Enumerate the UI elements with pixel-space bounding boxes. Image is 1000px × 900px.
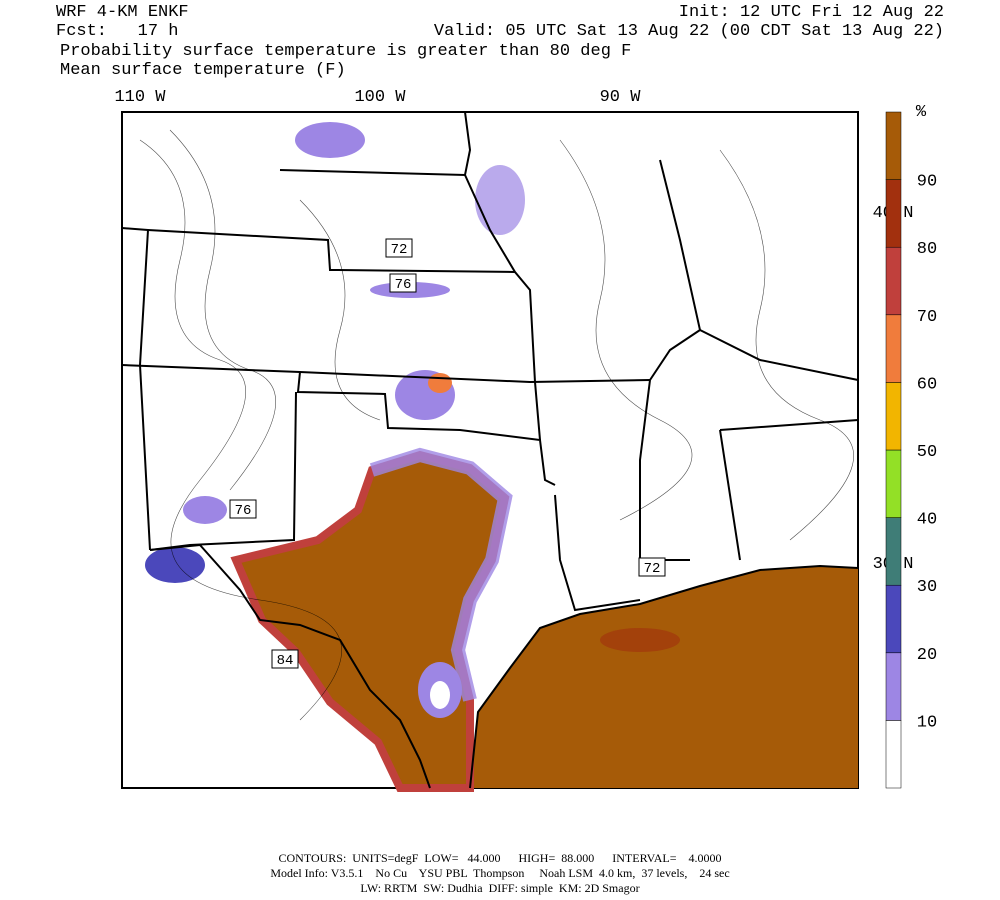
contour-label: 72 bbox=[391, 242, 408, 258]
colorbar-label: 70 bbox=[917, 308, 937, 327]
contour-line bbox=[559, 139, 693, 521]
state-border bbox=[121, 364, 651, 384]
contour-label: 84 bbox=[277, 653, 294, 669]
physics-info: LW: RRTM SW: Dudhia DIFF: simple KM: 2D … bbox=[360, 881, 640, 895]
state-border bbox=[464, 174, 541, 441]
probability-field bbox=[145, 122, 858, 792]
colorbar-swatch bbox=[885, 517, 902, 586]
contour-label: 76 bbox=[395, 277, 412, 293]
colorbar-label: 60 bbox=[917, 375, 937, 394]
longitude-label: 90 W bbox=[600, 88, 642, 107]
colorbar-label: 90 bbox=[917, 173, 937, 192]
colorbar-label: 10 bbox=[917, 713, 937, 732]
field-patch bbox=[295, 122, 365, 158]
gulf-region bbox=[470, 566, 858, 788]
field-patch bbox=[475, 165, 525, 235]
colorbar-label: 20 bbox=[917, 646, 937, 665]
longitude-label: 100 W bbox=[354, 88, 406, 107]
colorbar-label: 80 bbox=[917, 240, 937, 259]
field-patch bbox=[183, 496, 227, 524]
temperature-contours bbox=[139, 129, 854, 721]
field-description: Mean surface temperature (F) bbox=[60, 61, 346, 80]
contour-line bbox=[299, 199, 381, 421]
colorbar-swatch bbox=[885, 179, 902, 248]
colorbar-label: 40 bbox=[917, 511, 937, 530]
state-border bbox=[554, 494, 641, 612]
coastline bbox=[469, 564, 859, 789]
field-patch bbox=[600, 628, 680, 652]
contour-line bbox=[139, 139, 342, 721]
contour-label-box bbox=[271, 649, 299, 669]
init-time: Init: 12 UTC Fri 12 Aug 22 bbox=[678, 3, 944, 22]
colorbar-swatch bbox=[885, 584, 902, 654]
valid-time: Valid: 05 UTC Sat 13 Aug 22 (00 CDT Sat … bbox=[433, 22, 944, 41]
colorbar-unit: % bbox=[916, 103, 927, 122]
contour-label: 76 bbox=[235, 503, 252, 519]
field-patch bbox=[430, 681, 450, 709]
colorbar-swatch bbox=[885, 720, 902, 789]
field-description: Probability surface temperature is great… bbox=[60, 42, 632, 61]
state-border bbox=[138, 229, 151, 551]
field-patch bbox=[428, 373, 452, 393]
contour-label-box bbox=[229, 499, 257, 519]
contour-info: CONTOURS: UNITS=degF LOW= 44.000 HIGH= 8… bbox=[278, 851, 722, 865]
field-patch bbox=[145, 547, 205, 583]
state-border bbox=[699, 329, 859, 381]
state-border bbox=[719, 429, 741, 561]
country-border bbox=[149, 543, 431, 789]
contour-line bbox=[719, 149, 854, 541]
contour-label-box bbox=[638, 557, 666, 577]
colorbar-swatch bbox=[885, 246, 902, 316]
model-name: WRF 4-KM ENKF bbox=[56, 3, 189, 22]
colorbar-swatch bbox=[885, 314, 902, 383]
forecast-hour: Fcst: 17 h bbox=[56, 22, 179, 41]
contour-label-box bbox=[385, 238, 413, 258]
field-edge bbox=[369, 447, 513, 702]
contour-label-box bbox=[389, 273, 417, 293]
colorbar-swatch bbox=[885, 111, 902, 180]
contour-label: 72 bbox=[644, 561, 661, 577]
state-border bbox=[121, 227, 516, 273]
colorbar-label: 30 bbox=[917, 578, 937, 597]
boundaries bbox=[121, 111, 859, 789]
model-info: Model Info: V3.5.1 No Cu YSU PBL Thompso… bbox=[270, 866, 730, 880]
colorbar-swatch bbox=[885, 449, 902, 518]
longitude-label: 110 W bbox=[114, 88, 166, 107]
state-border bbox=[279, 111, 472, 177]
state-border bbox=[719, 419, 859, 431]
colorbar-swatch bbox=[885, 652, 902, 721]
state-border bbox=[296, 371, 556, 486]
colorbar-swatch bbox=[885, 382, 902, 451]
contour-line bbox=[169, 129, 276, 491]
colorbar-label: 50 bbox=[917, 443, 937, 462]
